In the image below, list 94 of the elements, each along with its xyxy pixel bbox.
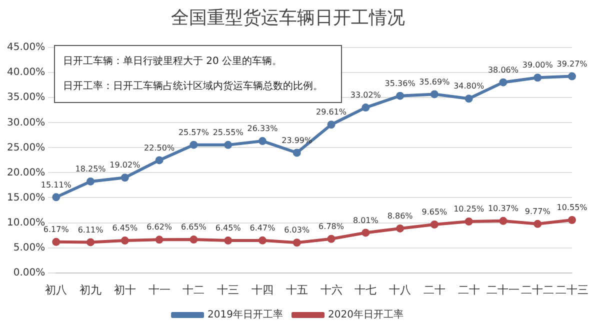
point xyxy=(430,220,438,229)
point xyxy=(292,148,301,157)
point xyxy=(464,218,473,226)
x-tick-label: 十八 xyxy=(389,283,412,296)
data-label: 6.03% xyxy=(284,226,310,235)
y-tick-label: 40.00% xyxy=(6,67,46,78)
y-tick-label: 10.00% xyxy=(6,217,46,228)
point xyxy=(155,156,164,164)
point xyxy=(86,238,95,246)
point xyxy=(120,236,129,245)
y-tick-label: 25.00% xyxy=(6,142,46,154)
legend-label: 2019年日开工率 xyxy=(208,308,284,321)
x-tick-label: 二十 xyxy=(458,283,480,296)
data-label: 9.65% xyxy=(422,208,448,217)
point xyxy=(52,238,60,246)
data-label: 9.77% xyxy=(524,206,551,216)
data-label: 6.17% xyxy=(43,225,70,234)
data-label: 6.47% xyxy=(250,224,276,232)
y-tick-label: 20.00% xyxy=(6,167,46,178)
point xyxy=(258,236,266,244)
data-label: 10.37% xyxy=(488,204,519,213)
data-label: 35.69% xyxy=(419,77,450,86)
annotation: 日开工车辆：单日行驶里程大于 20 公里的车辆。 xyxy=(63,54,284,69)
data-label: 6.11% xyxy=(78,225,104,234)
data-label: 29.61% xyxy=(316,108,347,117)
point xyxy=(499,216,508,225)
point xyxy=(120,174,129,182)
data-label: 25.55% xyxy=(212,128,244,138)
y-tick-label: 35.00% xyxy=(6,92,46,104)
data-label: 19.02% xyxy=(110,160,141,170)
data-label: 34.80% xyxy=(454,82,484,91)
data-label: 33.02% xyxy=(350,90,382,100)
x-tick-label: 二十二 xyxy=(521,283,554,296)
x-tick-label: 初八 xyxy=(45,283,68,296)
point xyxy=(52,193,60,202)
x-tick-label: 十一 xyxy=(148,283,170,296)
point xyxy=(568,72,576,80)
point xyxy=(190,140,198,149)
point xyxy=(362,228,370,237)
x-tick-label: 十四 xyxy=(251,283,274,296)
x-tick-label: 初十 xyxy=(114,283,136,296)
data-label: 18.25% xyxy=(75,164,106,174)
x-tick-label: 二十一 xyxy=(486,283,520,296)
point xyxy=(568,216,576,224)
point xyxy=(224,140,232,149)
point xyxy=(396,224,404,232)
point xyxy=(155,236,164,244)
data-label: 6.45% xyxy=(215,224,242,233)
y-tick-label: 45.00% xyxy=(6,42,46,54)
chart-title: 全国重型货运车辆日开工情况 xyxy=(171,7,405,28)
data-label: 25.57% xyxy=(178,128,210,137)
data-label: 39.00% xyxy=(522,60,554,70)
data-label: 10.25% xyxy=(454,204,484,214)
point xyxy=(258,137,266,146)
x-tick-label: 十二 xyxy=(182,283,205,296)
point xyxy=(499,78,508,86)
y-tick-label: 15.00% xyxy=(6,192,46,204)
point xyxy=(464,94,473,103)
x-tick-label: 十七 xyxy=(354,283,377,296)
x-tick-label: 十五 xyxy=(286,283,308,296)
point xyxy=(534,220,542,228)
x-tick-label: 初九 xyxy=(80,283,102,296)
x-tick-label: 十六 xyxy=(320,283,342,296)
point xyxy=(362,104,370,112)
annotation: 日开工率：日开工车辆占统计区域内货运车辆总数的比例。 xyxy=(63,80,324,94)
point xyxy=(534,74,542,82)
point xyxy=(292,238,301,247)
data-label: 8.86% xyxy=(387,212,414,221)
x-tick-label: 二十三 xyxy=(556,283,588,296)
legend-label: 2020年日开工率 xyxy=(328,308,404,321)
y-tick-label: 5.00% xyxy=(13,242,46,254)
data-label: 6.65% xyxy=(180,222,207,232)
data-label: 39.27% xyxy=(556,59,588,68)
data-label: 26.33% xyxy=(247,124,278,134)
y-tick-label: 0.00% xyxy=(13,267,46,278)
data-label: 22.50% xyxy=(144,143,175,152)
point xyxy=(430,90,438,98)
y-tick-label: 30.00% xyxy=(6,117,46,128)
data-label: 6.62% xyxy=(146,222,172,232)
data-label: 8.01% xyxy=(352,216,379,225)
point xyxy=(396,92,404,100)
data-label: 6.78% xyxy=(318,222,344,231)
x-tick-label: 十三 xyxy=(217,283,240,296)
point xyxy=(327,234,336,243)
data-label: 10.55% xyxy=(556,203,588,212)
data-label: 38.06% xyxy=(488,65,519,74)
data-label: 15.11% xyxy=(40,180,72,190)
x-tick-label: 二十 xyxy=(423,283,446,296)
point xyxy=(86,177,95,186)
point xyxy=(190,236,198,244)
point xyxy=(327,120,336,129)
data-label: 6.45% xyxy=(112,224,138,233)
data-label: 35.36% xyxy=(384,78,416,88)
point xyxy=(224,236,232,245)
